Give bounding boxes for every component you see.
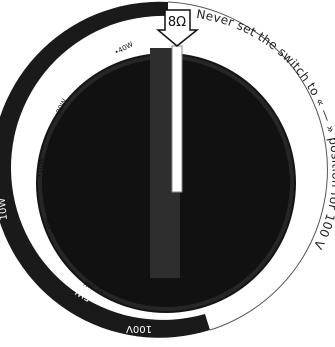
inner-label-10w: •10W: [36, 158, 46, 179]
impedance-label: 8Ω: [168, 15, 186, 30]
outer-label-20w: 20 W: [13, 128, 28, 155]
outer-label-dash: —: [104, 23, 118, 37]
outer-ring-outline: [167, 1, 328, 331]
outer-label-100v: 100V: [126, 323, 152, 334]
inner-label-40w: •40W: [113, 40, 134, 56]
inner-label-70v: 70V: [162, 298, 176, 306]
knob-pointer: [171, 45, 183, 193]
arrow-indicator-icon: [155, 9, 200, 47]
outer-label-10w: 10W: [0, 197, 10, 221]
